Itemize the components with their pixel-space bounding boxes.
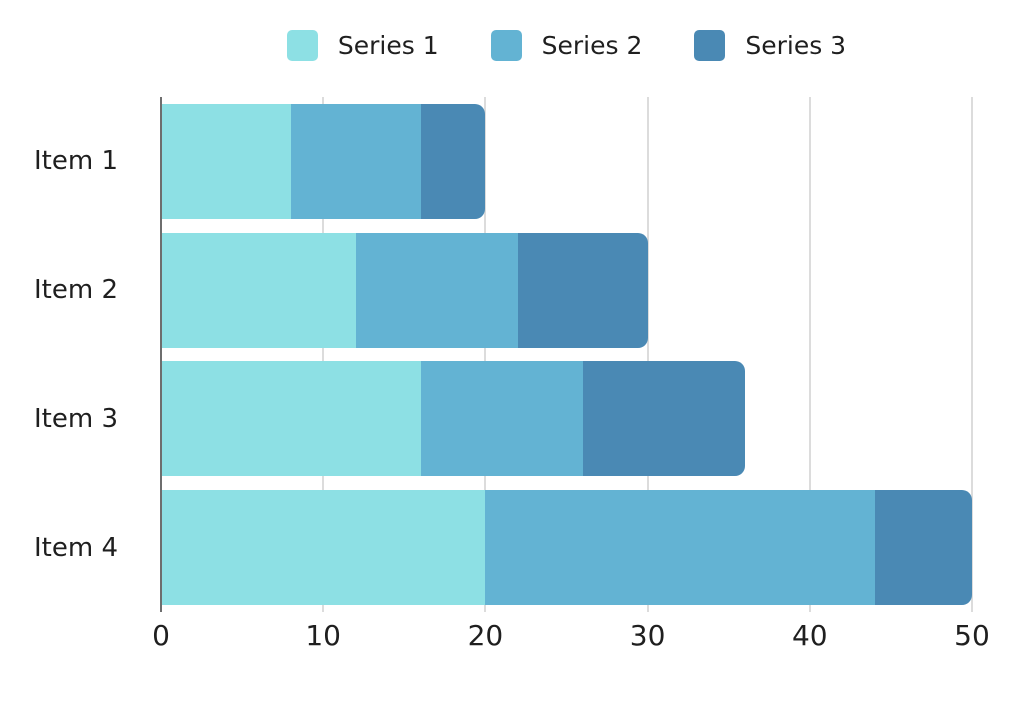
legend-item-series-1: Series 1 (286, 30, 439, 61)
gridline-10 (322, 97, 325, 612)
y-axis-label: Item 4 (34, 532, 118, 563)
y-axis-label: Item 1 (34, 146, 118, 177)
bar-segment-series-1 (161, 103, 291, 219)
bar-segment-series-1 (161, 490, 486, 606)
x-axis-tick-label: 30 (629, 619, 666, 652)
x-axis-tick-label: 50 (954, 619, 990, 652)
legend-item-series-3: Series 3 (694, 30, 846, 61)
y-axis-label: Item 3 (34, 403, 118, 434)
x-axis-tick-label: 40 (791, 619, 828, 652)
bar-item-1 (161, 103, 972, 219)
bar-segment-series-3 (874, 490, 972, 606)
chart-legend: Series 1 Series 2 Series 3 (161, 30, 972, 61)
y-axis-labels: Item 1 Item 2 Item 3 Item 4 (0, 97, 140, 612)
bar-segment-series-1 (161, 361, 421, 477)
x-axis-tick-label: 10 (305, 619, 342, 652)
bar-segment-series-3 (517, 232, 648, 348)
bar-item-3 (161, 361, 972, 477)
x-axis-tick-label: 0 (152, 619, 170, 652)
bar-segment-series-2 (290, 103, 421, 219)
bar-item-2 (161, 232, 972, 348)
bar-segment-series-3 (420, 103, 486, 219)
plot-area (160, 97, 973, 612)
x-axis-tick-label: 20 (467, 619, 504, 652)
legend-swatch-icon (490, 30, 522, 61)
y-axis-line (160, 97, 162, 612)
legend-item-series-2: Series 2 (490, 30, 643, 61)
legend-swatch-icon (286, 30, 318, 61)
gridline-30 (646, 97, 649, 612)
legend-label: Series 2 (541, 31, 643, 60)
legend-label: Series 1 (337, 31, 439, 60)
bar-segment-series-2 (420, 361, 583, 477)
bar-item-4 (161, 490, 972, 606)
bar-segment-series-2 (485, 490, 875, 606)
bar-segment-series-2 (355, 232, 518, 348)
gridline-40 (808, 97, 811, 612)
legend-swatch-icon (694, 30, 726, 61)
gridline-50 (971, 97, 973, 612)
gridline-20 (484, 97, 487, 612)
x-axis-labels: 0 10 20 30 40 50 (152, 619, 990, 662)
bar-segment-series-3 (582, 361, 745, 477)
bar-segment-series-1 (161, 232, 356, 348)
y-axis-label: Item 2 (34, 275, 118, 306)
legend-label: Series 3 (745, 31, 847, 60)
